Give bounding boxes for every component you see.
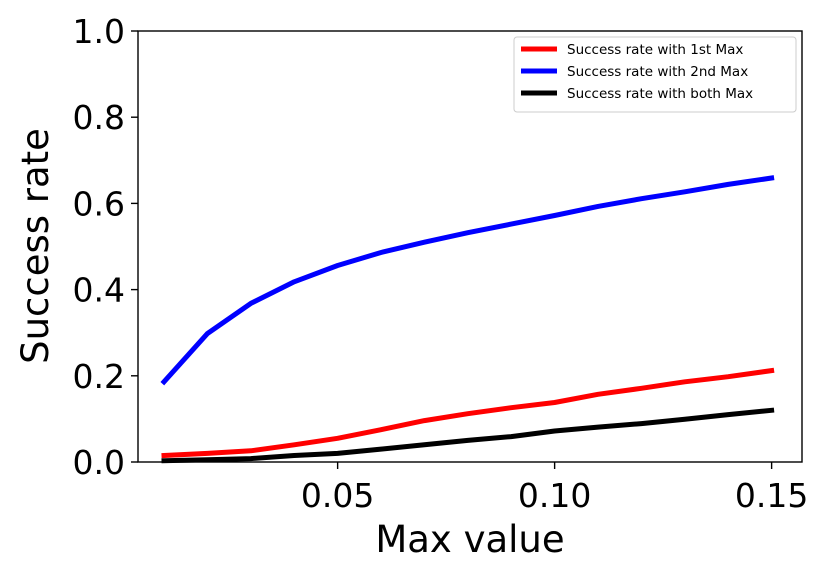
y-tick-label: 0.8 [73,98,125,137]
series-line-2 [160,175,775,386]
legend-label-3: Success rate with both Max [567,86,753,102]
legend-box [513,36,797,113]
series-line-3 [161,407,775,464]
y-tick-label: 0.4 [73,271,125,310]
y-axis-label: Success rate [14,128,57,364]
legend-label-1: Success rate with 1st Max [567,42,743,58]
y-tick-label: 0.0 [73,443,125,482]
y-axis: 0.0 0.2 0.4 0.6 0.8 1.0 [73,12,138,482]
y-tick-label: 1.0 [73,12,125,51]
legend: Success rate with 1st Max Success rate wi… [513,36,797,113]
x-axis-label: Max value [375,518,564,561]
series-line-1 [161,367,775,459]
series-layer [160,175,775,464]
x-axis: 0.05 0.10 0.15 [301,462,808,515]
x-tick-label: 0.05 [301,476,374,515]
y-tick-label: 0.6 [73,184,125,223]
y-tick-label: 0.2 [73,357,125,396]
x-tick-label: 0.10 [518,476,591,515]
x-tick-label: 0.15 [735,476,808,515]
legend-label-2: Success rate with 2nd Max [567,64,748,80]
plot-frame [137,30,803,463]
